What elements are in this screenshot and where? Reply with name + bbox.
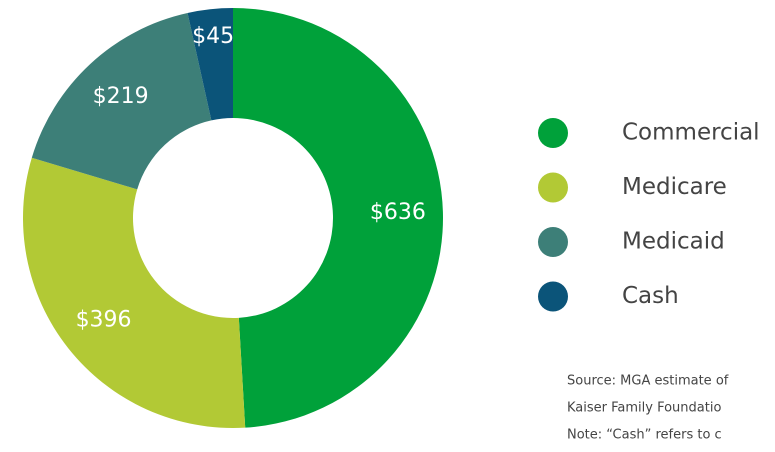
source-note: Note: “Cash” refers to c bbox=[567, 428, 722, 443]
donut-slice bbox=[31, 12, 212, 190]
source-note: Kaiser Family Foundatio bbox=[567, 401, 721, 416]
legend-marker bbox=[538, 227, 568, 257]
data-label: $219 bbox=[93, 84, 149, 109]
source-note: Source: MGA estimate of bbox=[567, 374, 729, 389]
legend-label: Commercial bbox=[622, 120, 760, 146]
legend-label: Medicaid bbox=[622, 229, 725, 255]
legend-label: Cash bbox=[622, 283, 679, 309]
donut-slice bbox=[187, 8, 233, 121]
legend-marker bbox=[538, 281, 568, 312]
donut-slice bbox=[22, 157, 246, 429]
data-label: $396 bbox=[76, 307, 132, 332]
legend-marker bbox=[538, 118, 568, 148]
data-label: $45 bbox=[192, 24, 234, 49]
legend-marker bbox=[538, 172, 568, 203]
data-label: $636 bbox=[370, 200, 426, 225]
donut-slice bbox=[233, 8, 444, 428]
legend-label: Medicare bbox=[622, 174, 727, 200]
